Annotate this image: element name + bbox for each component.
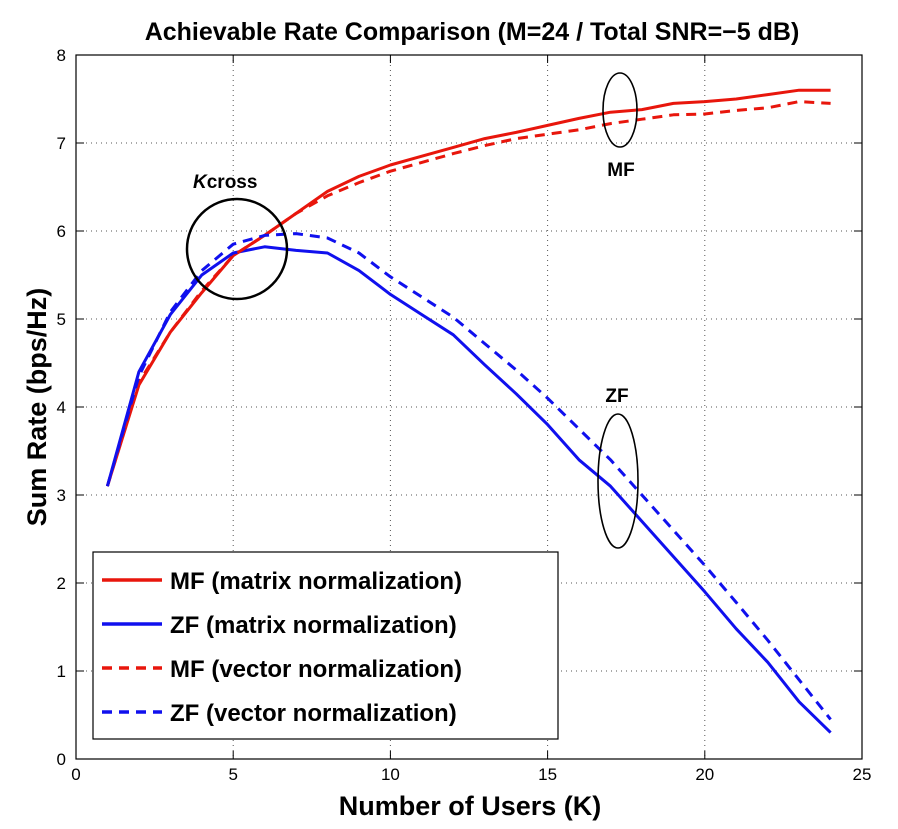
y-tick-label: 5 — [57, 310, 66, 329]
y-tick-label: 3 — [57, 486, 66, 505]
x-tick-label: 10 — [381, 765, 400, 784]
y-tick-label: 0 — [57, 750, 66, 769]
legend-label-2: ZF (matrix normalization) — [170, 612, 457, 639]
series-line-2 — [105, 245, 832, 734]
mf-ellipse — [602, 72, 638, 148]
x-tick-label: 5 — [228, 765, 237, 784]
x-tick-label: 25 — [853, 765, 872, 784]
zf-label: ZF — [605, 386, 628, 407]
series-line-4 — [105, 232, 832, 721]
y-tick-label: 6 — [57, 222, 66, 241]
legend-box — [92, 551, 559, 740]
x-tick-label: 20 — [695, 765, 714, 784]
legend: MF (matrix normalization) ZF (matrix norm… — [92, 551, 559, 740]
x-tick-label: 15 — [538, 765, 557, 784]
x-axis-label: Number of Users (K) — [339, 791, 602, 821]
zf-ellipse — [597, 413, 639, 549]
kcross-label: Kcross — [193, 172, 257, 193]
crossover-circle — [185, 197, 289, 301]
legend-label-3: MF (vector normalization) — [170, 656, 462, 683]
mf-label: MF — [607, 160, 634, 181]
legend-label-1: MF (matrix normalization) — [170, 568, 462, 595]
legend-items: MF (matrix normalization) ZF (matrix norm… — [102, 568, 462, 727]
legend-label-4: ZF (vector normalization) — [170, 700, 457, 727]
y-tick-label: 4 — [57, 398, 66, 417]
y-tick-label: 7 — [57, 134, 66, 153]
y-tick-label: 1 — [57, 662, 66, 681]
axis-ticks: 0 5 10 15 20 25 0 1 2 3 4 5 6 7 8 — [57, 46, 872, 784]
series-lines — [105, 88, 832, 734]
y-tick-label: 2 — [57, 574, 66, 593]
chart-title: Achievable Rate Comparison (M=24 / Total… — [145, 18, 800, 46]
y-tick-label: 8 — [57, 46, 66, 65]
y-axis-label: Sum Rate (bps/Hz) — [22, 288, 52, 527]
series-line-3 — [105, 100, 831, 487]
x-tick-label: 0 — [71, 765, 80, 784]
